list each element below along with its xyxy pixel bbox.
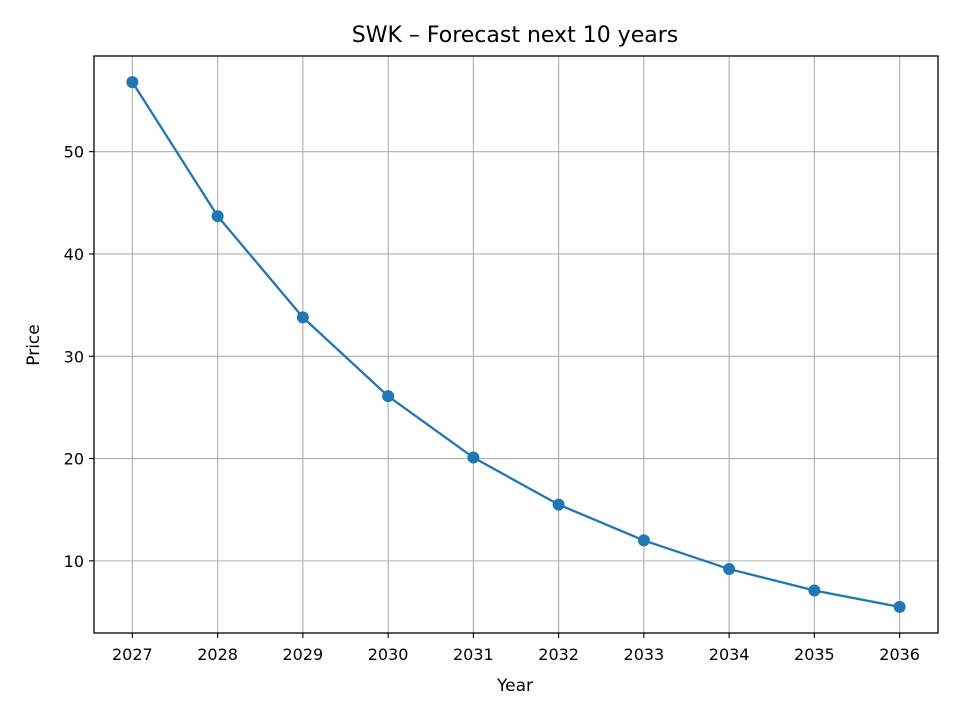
data-point [211,210,224,223]
y-tick-label: 50 [64,143,84,162]
y-tick-label: 10 [64,552,84,571]
x-tick-label: 2033 [624,645,665,664]
grid [94,56,938,633]
x-tick-label: 2031 [453,645,494,664]
x-tick-label: 2036 [879,645,920,664]
x-tick-label: 2028 [197,645,238,664]
x-axis-label: Year [496,676,533,696]
data-point [296,311,309,324]
chart-title: SWK – Forecast next 10 years [352,23,678,48]
data-point [126,76,139,89]
y-tick-label: 20 [64,450,84,469]
x-tick-label: 2032 [538,645,579,664]
data-point [382,390,395,403]
y-tick-label: 40 [64,245,84,264]
data-point [637,534,650,547]
x-tick-label: 2027 [112,645,153,664]
series-layer [126,76,906,613]
tick-layer: 2027 2028 2029 2030 2031 2032 2033 2034 2035 2036… [64,143,920,664]
x-tick-label: 2029 [283,645,324,664]
plot-frame [93,55,939,634]
data-point [723,563,736,576]
data-point [893,600,906,613]
data-point [808,584,821,597]
y-tick-label: 30 [64,347,84,366]
y-axis-label: Price [24,324,44,365]
x-tick-label: 2034 [709,645,750,664]
series-line [131,81,900,609]
x-tick-label: 2035 [794,645,835,664]
data-point [552,498,565,511]
data-point [467,451,480,464]
x-tick-label: 2030 [368,645,409,664]
